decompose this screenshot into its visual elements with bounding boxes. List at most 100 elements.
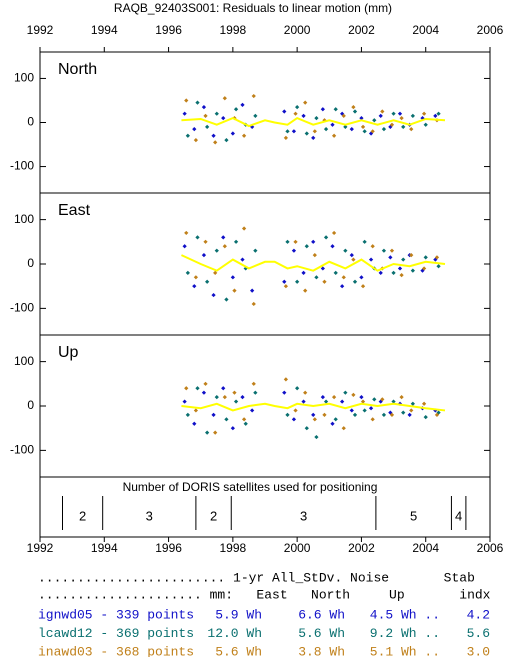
residual-point bbox=[401, 410, 406, 415]
residual-point bbox=[295, 279, 300, 284]
y-tick-label: 0 bbox=[27, 115, 34, 129]
residual-point bbox=[205, 279, 210, 284]
y-tick-label: -100 bbox=[10, 443, 34, 457]
satellite-count: 3 bbox=[146, 508, 153, 523]
residual-point bbox=[391, 399, 396, 404]
residual-point bbox=[213, 270, 218, 275]
residual-point bbox=[213, 140, 218, 145]
table-cell: 3.8 Wh bbox=[298, 644, 345, 657]
residual-point bbox=[423, 122, 428, 127]
residual-point bbox=[241, 133, 247, 138]
table-cell: 6.6 Wh bbox=[298, 607, 345, 622]
residual-point bbox=[201, 104, 207, 110]
table-cell: ignwd05 - 339 points bbox=[38, 607, 194, 622]
table-header: ..................... mm: East North Up … bbox=[38, 587, 491, 602]
residual-point bbox=[330, 122, 335, 127]
residual-point bbox=[251, 381, 256, 386]
panel-frame bbox=[39, 334, 491, 478]
residual-point bbox=[211, 133, 216, 138]
residual-point bbox=[250, 408, 255, 413]
panel-frame bbox=[39, 476, 491, 538]
table-header: ........................ 1-yr All_StDv. … bbox=[38, 570, 475, 585]
residual-point bbox=[221, 235, 226, 240]
residual-point bbox=[240, 395, 245, 400]
residual-point bbox=[401, 124, 406, 130]
residual-point bbox=[253, 113, 258, 119]
residual-point bbox=[378, 113, 383, 119]
residual-point bbox=[409, 126, 414, 132]
residual-point bbox=[314, 115, 319, 121]
residual-point bbox=[304, 244, 309, 249]
residual-point bbox=[434, 412, 440, 417]
residual-point bbox=[330, 244, 335, 249]
residual-point bbox=[291, 248, 297, 253]
residual-point bbox=[182, 399, 187, 404]
residual-point bbox=[230, 426, 235, 431]
residual-point bbox=[230, 131, 235, 136]
smooth-line bbox=[181, 254, 446, 272]
residual-point bbox=[368, 406, 374, 411]
x-tick-label: 1992 bbox=[27, 23, 54, 37]
residual-point bbox=[222, 244, 227, 249]
residual-point bbox=[314, 434, 319, 440]
residual-point bbox=[362, 239, 367, 244]
residual-point bbox=[243, 421, 248, 426]
residual-point bbox=[381, 412, 387, 417]
residual-point bbox=[341, 426, 346, 431]
residual-point bbox=[203, 113, 208, 119]
x-tick-label: 2004 bbox=[412, 23, 439, 37]
residual-point bbox=[399, 272, 404, 278]
residual-point bbox=[185, 270, 190, 275]
residual-point bbox=[240, 102, 245, 107]
residual-point bbox=[285, 239, 290, 244]
y-tick-label: 100 bbox=[14, 71, 34, 85]
residual-point bbox=[232, 288, 237, 293]
residual-point bbox=[421, 266, 427, 271]
residual-point bbox=[380, 397, 385, 402]
residual-point bbox=[182, 111, 187, 116]
x-tick-label: 2000 bbox=[284, 23, 311, 37]
residual-point bbox=[213, 430, 218, 435]
residual-point bbox=[372, 118, 377, 123]
residual-point bbox=[230, 275, 235, 280]
residual-point bbox=[221, 115, 226, 121]
residual-point bbox=[362, 129, 367, 134]
residual-point bbox=[192, 284, 197, 289]
residual-point bbox=[372, 397, 377, 402]
residual-point bbox=[303, 100, 308, 105]
residual-point bbox=[436, 111, 441, 116]
residual-point bbox=[380, 109, 385, 114]
smooth-line bbox=[181, 116, 446, 128]
table-cell: 12.0 Wh bbox=[207, 626, 262, 641]
residual-point bbox=[185, 133, 190, 138]
residual-point bbox=[303, 390, 308, 395]
table-cell: 5.9 Wh bbox=[215, 607, 262, 622]
table-cell: lcawd12 - 369 points bbox=[38, 626, 194, 641]
residual-point bbox=[388, 255, 393, 260]
residual-point bbox=[401, 257, 406, 262]
residual-point bbox=[351, 257, 356, 262]
residual-point bbox=[241, 417, 247, 422]
table-cell: 5.6 bbox=[467, 626, 490, 641]
residual-point bbox=[250, 288, 255, 293]
residual-point bbox=[433, 113, 438, 119]
residual-point bbox=[214, 395, 219, 400]
satellite-count: 3 bbox=[300, 508, 307, 523]
residual-point bbox=[311, 239, 316, 244]
residual-point bbox=[304, 131, 309, 136]
panel-title: North bbox=[58, 61, 97, 78]
residual-point bbox=[203, 381, 208, 386]
residual-point bbox=[293, 111, 298, 116]
y-tick-label: 0 bbox=[27, 398, 34, 412]
residual-point bbox=[283, 377, 289, 382]
table-cell: 9.2 Wh .. bbox=[370, 626, 440, 641]
residual-point bbox=[253, 248, 258, 253]
residual-point bbox=[322, 412, 327, 417]
residual-point bbox=[282, 279, 287, 284]
residual-point bbox=[320, 266, 325, 271]
residual-point bbox=[399, 395, 404, 400]
residual-point bbox=[359, 395, 364, 400]
residual-point bbox=[409, 408, 414, 413]
residual-point bbox=[195, 386, 200, 391]
